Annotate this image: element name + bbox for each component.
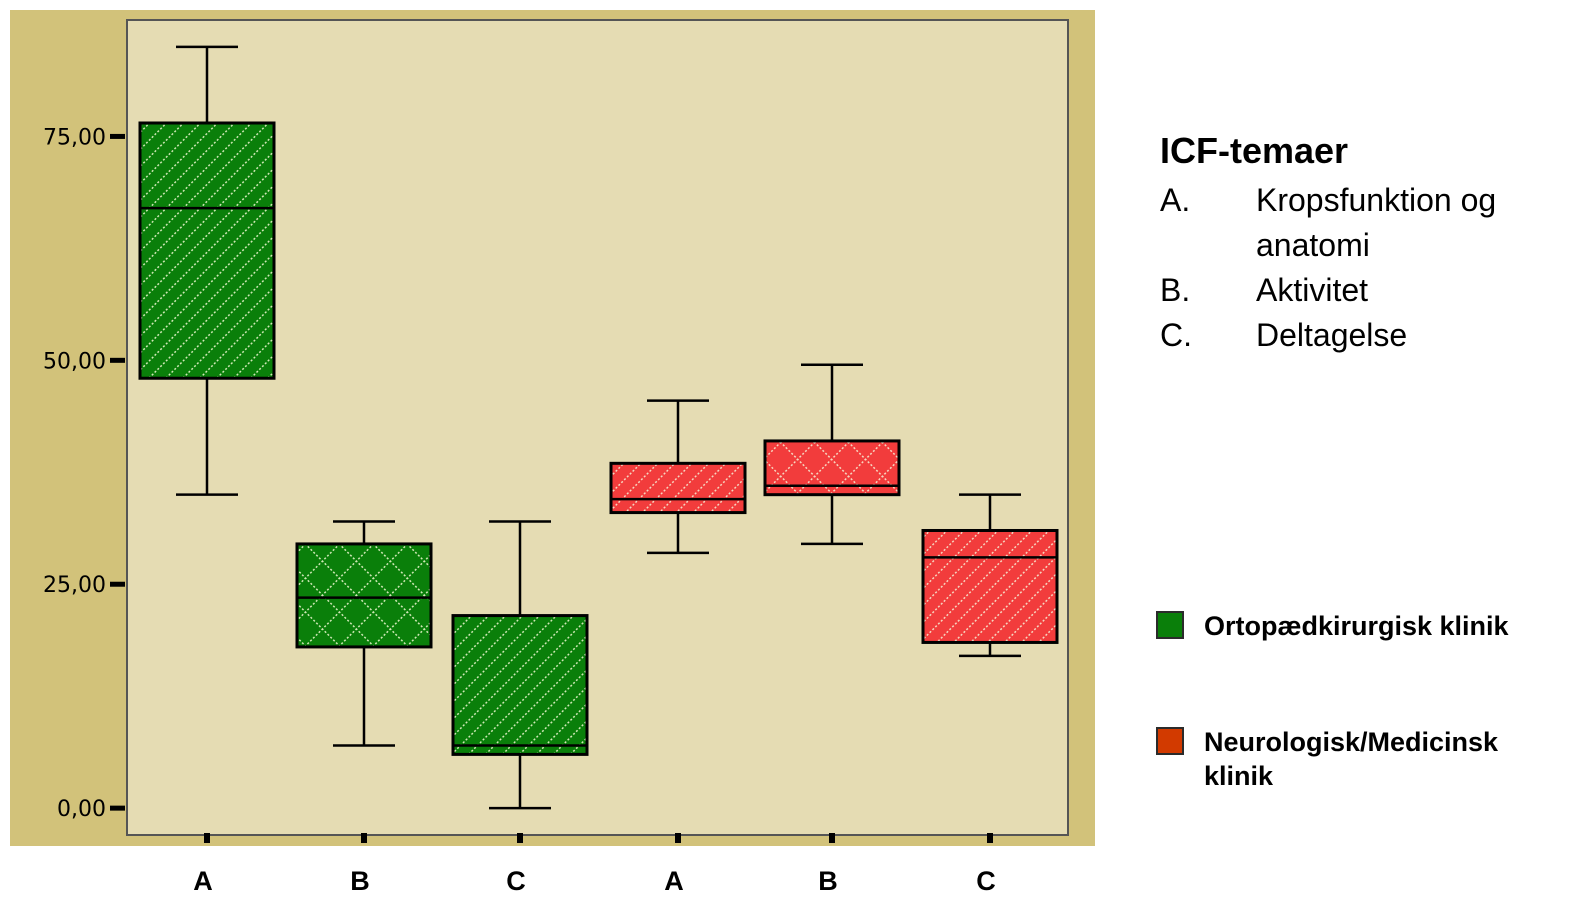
y-tick-label: 0,00 (57, 797, 106, 822)
theme-text: Deltagelse (1256, 317, 1408, 353)
box-neurological-a (609, 399, 747, 555)
series-label: Ortopædkirurgisk klinik (1204, 611, 1509, 641)
plot-area (126, 19, 1069, 836)
x-tick-label: C (976, 866, 996, 896)
box-body (923, 530, 1057, 643)
theme-item-a: A. Kropsfunktion og anatomi (1160, 178, 1556, 268)
box-orthopedic-b (295, 520, 433, 747)
x-tick-label: C (506, 866, 526, 896)
box-outline (609, 461, 747, 515)
legend-swatch-green (1156, 611, 1184, 639)
y-tick-label: 50,00 (43, 349, 106, 374)
theme-letter: A. (1160, 182, 1191, 218)
box-body (297, 543, 431, 647)
theme-legend: ICF-temaer A. Kropsfunktion og anatomi B… (1160, 130, 1556, 358)
box-neurological-c (921, 493, 1059, 658)
theme-letter: C. (1160, 317, 1192, 353)
box-body (453, 615, 587, 755)
x-tick-label: B (818, 866, 838, 896)
y-tick-label: 25,00 (43, 573, 106, 598)
box-outline (763, 439, 901, 497)
theme-text: Kropsfunktion og anatomi (1256, 182, 1497, 263)
box-outline (451, 614, 589, 756)
x-tick-label: B (350, 866, 370, 896)
x-tick-label: A (664, 866, 684, 896)
box-neurological-b (763, 363, 901, 546)
box-orthopedic-a (138, 45, 276, 496)
theme-letter: B. (1160, 272, 1191, 308)
theme-item-c: C. Deltagelse (1160, 313, 1556, 358)
series-legend-item-neurological: Neurologisk/Medicinsk klinik (1156, 725, 1576, 793)
y-axis: 0,00 25,00 50,00 75,00 (43, 125, 125, 822)
y-tick-label: 75,00 (43, 125, 106, 150)
series-legend-item-orthopedic: Ortopædkirurgisk klinik (1156, 609, 1576, 643)
legend-title: ICF-temaer (1160, 130, 1349, 171)
x-tick-label: A (193, 866, 213, 896)
box-outline (921, 528, 1059, 644)
theme-item-b: B. Aktivitet (1160, 268, 1556, 313)
boxes-group (138, 45, 1059, 810)
legend-swatch-red (1156, 727, 1184, 755)
series-label: Neurologisk/Medicinsk klinik (1204, 727, 1499, 791)
theme-text: Aktivitet (1256, 272, 1369, 308)
box-outline (295, 542, 433, 649)
box-body (611, 463, 745, 513)
box-outline (138, 121, 276, 380)
box-orthopedic-c (451, 520, 589, 810)
box-body (140, 122, 274, 379)
